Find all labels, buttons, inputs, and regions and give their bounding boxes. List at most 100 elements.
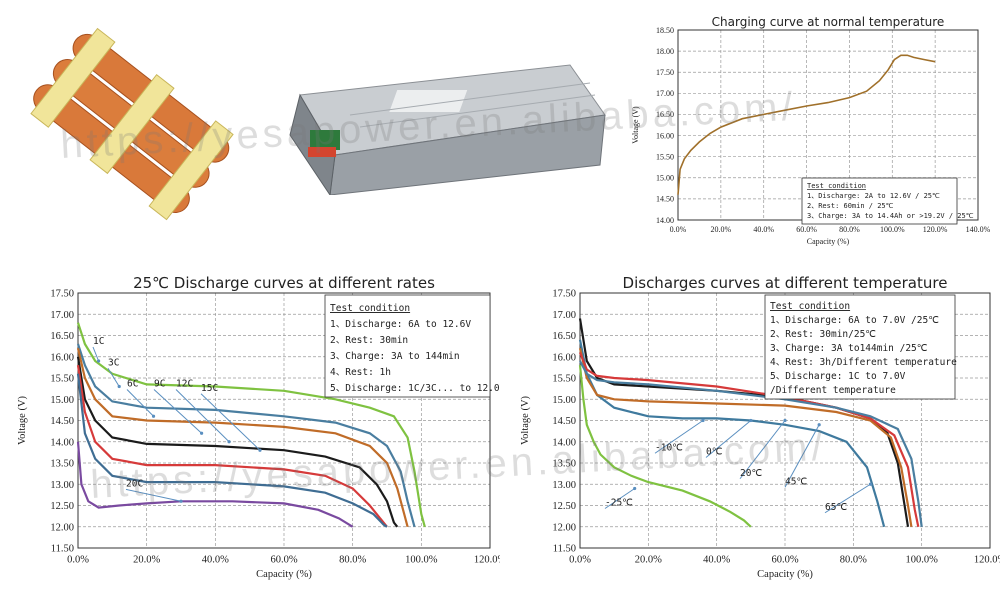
x-tick-label: 120.0% xyxy=(474,555,500,566)
series-line-9C xyxy=(76,356,399,528)
x-tick-label: 20.0% xyxy=(635,555,662,566)
y-tick-label: 14.50 xyxy=(552,416,576,427)
y-tick-label: 17.50 xyxy=(656,68,674,77)
y-tick-label: 12.50 xyxy=(50,501,74,512)
annotation-arrow xyxy=(92,346,100,362)
annotation-label: 1C xyxy=(93,336,104,347)
y-axis-label: Voltage (V) xyxy=(17,395,28,445)
y-tick-label: 17.00 xyxy=(552,310,576,321)
y-tick-label: 12.50 xyxy=(552,501,576,512)
legend-entry: 3、Charge: 3A to 144min xyxy=(330,351,460,362)
y-tick-label: 16.00 xyxy=(552,352,576,363)
annotation-label: -10℃ xyxy=(655,442,683,453)
x-tick-label: 80.0% xyxy=(839,225,860,234)
y-tick-label: 15.50 xyxy=(656,152,674,161)
annotation-label: 9C xyxy=(154,379,165,390)
x-tick-label: 0.0% xyxy=(670,225,687,234)
series-line-6C xyxy=(76,348,409,528)
annotation-label: 65℃ xyxy=(825,502,847,513)
annotation-arrowhead xyxy=(179,499,183,503)
y-tick-label: 14.00 xyxy=(50,437,74,448)
legend-entry: 2、Rest: 60min / 25℃ xyxy=(807,202,894,210)
x-tick-label: 20.0% xyxy=(133,555,160,566)
x-tick-label: 100.0% xyxy=(880,225,905,234)
legend-box xyxy=(324,294,491,398)
annotation-label: 6C xyxy=(127,379,138,390)
x-tick-label: 20.0% xyxy=(711,225,732,234)
chart-title: 25℃ Discharge curves at different rates xyxy=(133,274,435,292)
legend-entry: 1、Discharge: 6A to 12.6V xyxy=(330,319,471,330)
legend-title: Test condition xyxy=(770,301,850,312)
legend-title: Test condition xyxy=(807,182,866,190)
series-line-3C xyxy=(76,343,416,528)
annotation-arrowhead xyxy=(749,418,753,423)
y-tick-label: 14.00 xyxy=(656,216,674,225)
x-tick-label: 140.0% xyxy=(966,225,991,234)
legend-entry: /Different temperature xyxy=(770,385,896,396)
discharge-rates-chart: 25℃ Discharge curves at different rates 0… xyxy=(17,274,500,580)
y-tick-label: 11.50 xyxy=(51,544,74,555)
annotation-arrow xyxy=(175,389,230,443)
y-tick-label: 14.50 xyxy=(656,195,674,204)
plot-frame xyxy=(579,292,991,549)
annotation-arrowhead xyxy=(151,414,156,418)
x-axis-label: Capacity (%) xyxy=(757,569,813,580)
discharge-temperature-chart: Discharges curves at different temperatu… xyxy=(520,274,1000,580)
y-tick-label: 17.50 xyxy=(50,289,74,300)
legend-box xyxy=(801,177,958,225)
y-tick-label: 16.50 xyxy=(552,331,576,342)
y-tick-label: 13.50 xyxy=(552,459,576,470)
annotation-label: 20℃ xyxy=(740,468,762,479)
y-tick-label: 15.00 xyxy=(552,395,576,406)
legend-entry: 1、Discharge: 6A to 7.0V /25℃ xyxy=(770,315,939,326)
annotation-arrowhead xyxy=(200,431,204,435)
y-tick-label: 14.50 xyxy=(50,416,74,427)
annotation-arrow xyxy=(654,420,704,454)
y-axis-label: Voltage (V) xyxy=(520,395,531,445)
annotation-arrowhead xyxy=(258,448,262,452)
annotation-label: -25℃ xyxy=(605,498,633,509)
annotation-label: 45℃ xyxy=(785,476,807,487)
annotation-arrow xyxy=(126,389,154,417)
annotation-arrow xyxy=(604,488,635,509)
x-tick-label: 40.0% xyxy=(703,555,730,566)
y-tick-label: 15.50 xyxy=(50,374,74,385)
x-tick-label: 120.0% xyxy=(974,555,1000,566)
y-tick-label: 16.50 xyxy=(656,110,674,119)
legend-entry: 4、Rest: 1h xyxy=(330,367,391,378)
x-tick-label: 60.0% xyxy=(270,555,297,566)
battery-cells-image xyxy=(30,27,234,221)
x-axis-label: Capacity (%) xyxy=(807,237,850,246)
annotation-arrow xyxy=(125,488,182,502)
annotation-arrowhead xyxy=(701,418,705,423)
series-line-20C xyxy=(76,441,354,528)
x-tick-label: 60.0% xyxy=(796,225,817,234)
y-tick-label: 17.00 xyxy=(50,310,74,321)
series-line-20℃ xyxy=(578,348,913,527)
x-tick-label: 0.0% xyxy=(569,555,591,566)
series-line-1C xyxy=(76,322,426,528)
x-tick-label: 100.0% xyxy=(905,555,938,566)
x-tick-label: 100.0% xyxy=(405,555,438,566)
annotation-arrow xyxy=(739,420,786,480)
y-tick-label: 11.50 xyxy=(553,544,576,555)
series-line--10℃ xyxy=(578,339,886,528)
annotation-label: 12C xyxy=(176,379,193,390)
y-tick-label: 15.50 xyxy=(552,374,576,385)
annotation-label: 0℃ xyxy=(706,447,723,458)
annotation-arrowhead xyxy=(117,384,121,389)
annotation-label: 3C xyxy=(108,357,119,368)
y-tick-label: 16.00 xyxy=(656,131,674,140)
y-tick-label: 13.00 xyxy=(552,480,576,491)
annotation-arrow xyxy=(107,367,120,387)
annotation-arrowhead xyxy=(868,482,873,486)
y-tick-label: 15.00 xyxy=(656,174,674,183)
legend-entry: 2、Rest: 30min xyxy=(330,335,408,346)
annotation-arrow xyxy=(705,420,752,458)
annotation-label: 20C xyxy=(126,478,143,489)
y-tick-label: 15.00 xyxy=(50,395,74,406)
legend-entry: 5、Discharge: 1C/3C... to 12.0V xyxy=(330,383,500,394)
x-tick-label: 40.0% xyxy=(753,225,774,234)
annotation-arrowhead xyxy=(97,359,101,363)
series-line xyxy=(677,54,936,195)
